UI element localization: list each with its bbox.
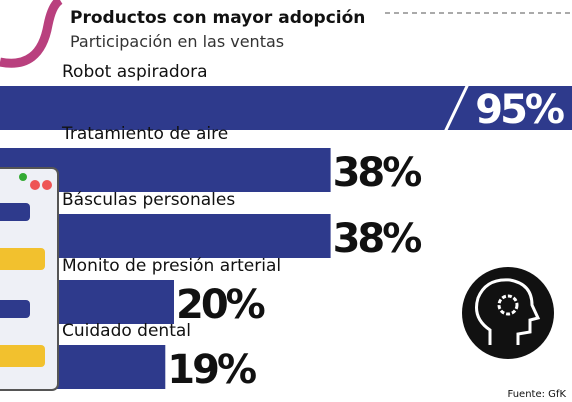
category-label: Tratamiento de aire bbox=[61, 124, 228, 144]
category-label: Básculas personales bbox=[62, 190, 235, 210]
value-label: 38% bbox=[333, 150, 422, 196]
value-label: 38% bbox=[333, 216, 422, 262]
chart-subtitle: Participación en las ventas bbox=[70, 32, 284, 51]
bar bbox=[0, 86, 572, 130]
category-label: Robot aspiradora bbox=[62, 62, 208, 82]
value-label: 20% bbox=[176, 282, 265, 328]
browser-icon bbox=[0, 167, 59, 391]
head-icon bbox=[462, 267, 554, 359]
category-label: Monito de presión arterial bbox=[62, 256, 281, 276]
decor-curve bbox=[0, 0, 63, 68]
slash bbox=[443, 83, 470, 133]
value-label: 19% bbox=[167, 347, 256, 393]
value-label: 95% bbox=[475, 87, 564, 133]
source: Fuente: GfK bbox=[508, 389, 567, 400]
category-label: Cuidado dental bbox=[62, 321, 191, 341]
chart-title: Productos con mayor adopción bbox=[70, 8, 365, 28]
